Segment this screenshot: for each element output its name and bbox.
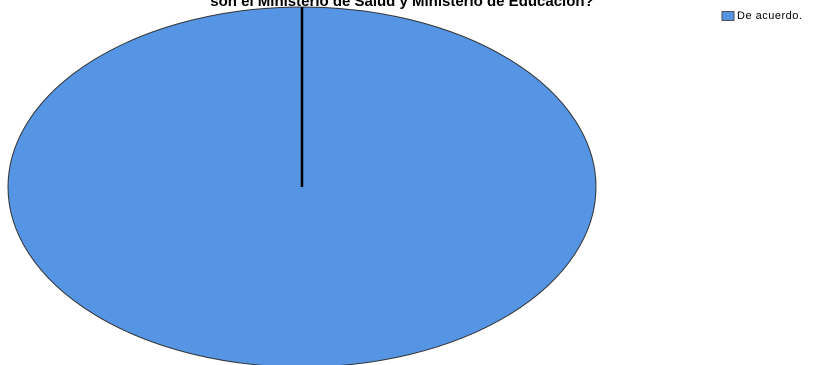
chart-title: son el Ministerio de Salud y Ministerio …: [210, 0, 593, 10]
legend-label: De acuerdo.: [737, 10, 802, 22]
legend-swatch: [721, 11, 735, 21]
